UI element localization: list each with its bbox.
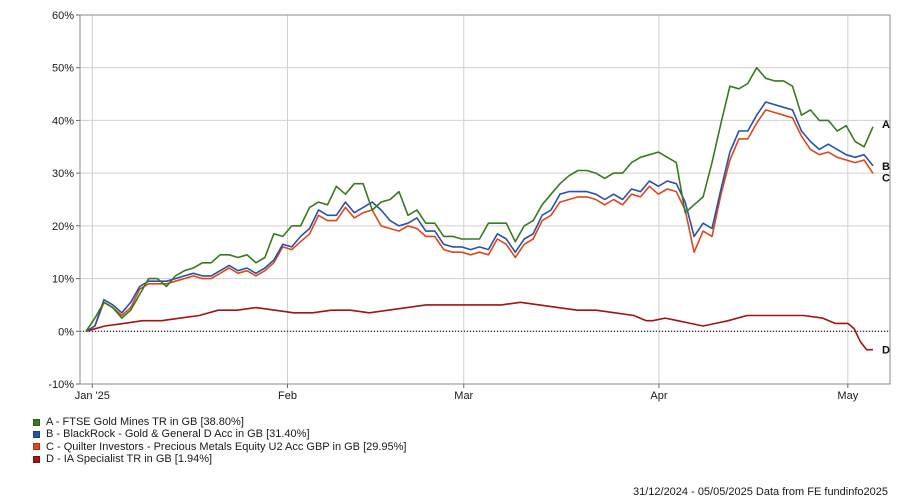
series-line-c — [85, 109, 874, 332]
legend-label: C - Quilter Investors - Precious Metals … — [46, 440, 407, 453]
y-axis: -10% 0% 10% 20% 30% 40% 50% 60% — [48, 10, 80, 391]
y-tick-label: 50% — [52, 63, 74, 75]
legend-label: D - IA Specialist TR in GB [1.94%] — [46, 452, 213, 465]
chart-legend: A - FTSE Gold Mines TR in GB [38.80%] B -… — [33, 416, 407, 465]
line-chart: -10% 0% 10% 20% 30% 40% 50% 60% Jan '25 Feb Mar Ap… — [48, 10, 891, 402]
series-line-a — [85, 66, 874, 332]
series-end-label-b: B — [882, 161, 890, 173]
legend-swatch — [33, 455, 40, 463]
series-end-label-c: C — [882, 172, 890, 184]
legend-label: A - FTSE Gold Mines TR in GB [38.80%] — [46, 416, 244, 428]
legend-swatch — [33, 443, 40, 451]
legend-item: A - FTSE Gold Mines TR in GB [38.80%] — [33, 416, 407, 428]
x-tick-label: Feb — [278, 390, 297, 402]
x-tick-label: Jan '25 — [75, 390, 110, 402]
legend-swatch — [33, 430, 40, 438]
series-end-labels: A BC D — [882, 119, 890, 357]
y-tick-label: -10% — [48, 379, 74, 391]
x-tick-label: May — [837, 390, 858, 402]
chart-footer: 31/12/2024 - 05/05/2025 Data from FE fun… — [632, 486, 888, 498]
chart-grid — [80, 14, 890, 385]
x-tick-label: Mar — [454, 390, 473, 402]
x-tick-label: Apr — [650, 390, 667, 402]
x-axis: Jan '25 Feb Mar Apr May — [75, 384, 859, 402]
series-lines — [85, 66, 874, 351]
y-tick-label: 20% — [52, 221, 74, 233]
legend-item: C - Quilter Investors - Precious Metals … — [33, 441, 407, 453]
y-tick-label: 60% — [52, 10, 74, 22]
series-line-b — [85, 101, 874, 332]
legend-label: B - BlackRock - Gold & General D Acc in … — [46, 428, 310, 441]
y-tick-label: 30% — [52, 168, 74, 180]
y-tick-label: 40% — [52, 115, 74, 127]
series-end-label-a: A — [882, 119, 890, 131]
y-tick-label: 0% — [58, 326, 74, 338]
legend-item: B - BlackRock - Gold & General D Acc in … — [33, 428, 407, 440]
series-end-label-d: D — [882, 345, 890, 357]
plot-area-frame — [79, 14, 891, 385]
legend-swatch — [33, 418, 40, 426]
series-line-d — [85, 301, 873, 351]
legend-item: D - IA Specialist TR in GB [1.94%] — [33, 453, 407, 465]
y-tick-label: 10% — [52, 274, 74, 286]
